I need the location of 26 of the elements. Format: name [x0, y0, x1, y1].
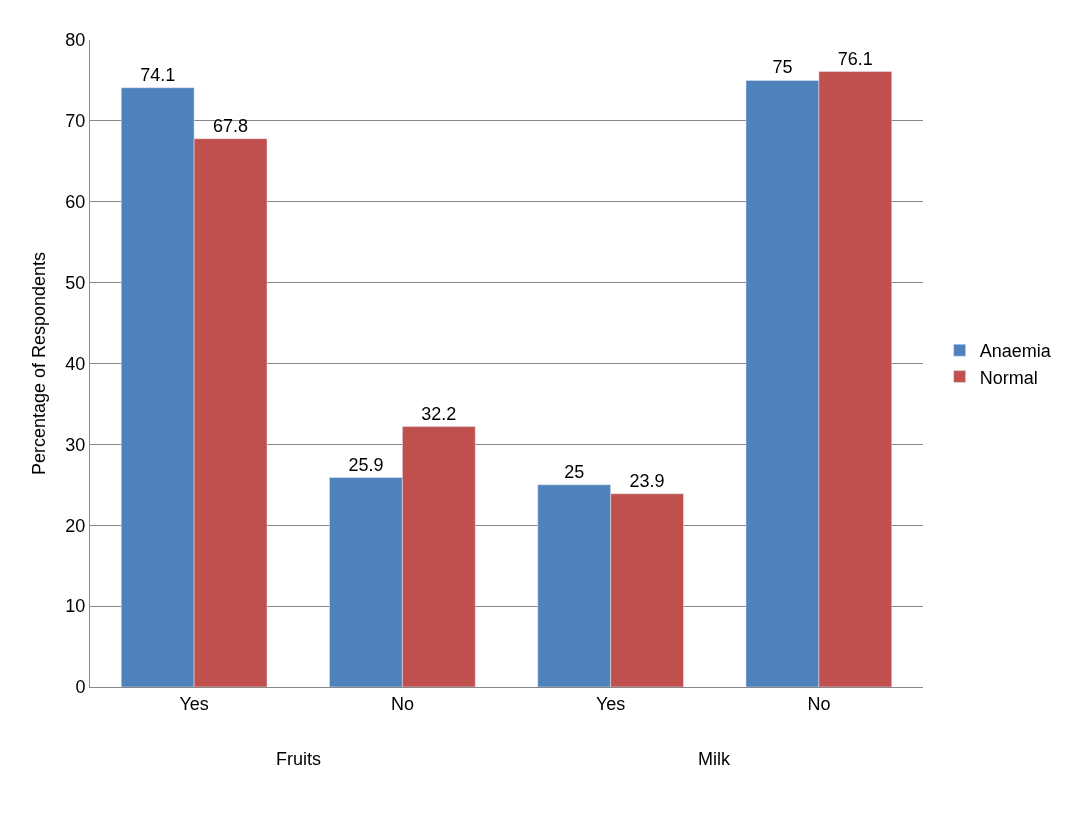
x-tick-label: Yes: [595, 693, 626, 714]
data-label: 32.2: [421, 403, 457, 424]
y-tick-label: 80: [65, 30, 86, 51]
data-label: 23.9: [629, 470, 665, 491]
legend-label: Anaemia: [979, 341, 1052, 362]
data-label: 25.9: [348, 454, 384, 475]
x-tick-label: No: [807, 693, 831, 714]
data-label: 74.1: [140, 64, 176, 85]
y-tick-label: 30: [65, 434, 86, 455]
x-tick-label: No: [390, 693, 414, 714]
y-tick-label: 10: [65, 596, 86, 617]
data-label: 76.1: [837, 48, 873, 69]
y-tick-label: 70: [65, 111, 86, 132]
x-tick-label: Yes: [179, 693, 209, 714]
data-label: 67.8: [213, 115, 249, 136]
y-tick-label: 0: [75, 677, 86, 698]
y-axis-title: Percentage of Respondents: [28, 251, 49, 476]
y-tick-label: 20: [65, 515, 86, 536]
data-label: 25: [564, 461, 585, 482]
data-label: 75: [772, 57, 793, 78]
legend-label: Normal: [979, 367, 1038, 388]
text: Milk: [698, 749, 731, 769]
y-tick-label: 40: [65, 353, 86, 374]
text: Fruits: [276, 749, 321, 769]
y-tick-label: 50: [65, 272, 86, 293]
y-tick-label: 60: [65, 192, 86, 213]
